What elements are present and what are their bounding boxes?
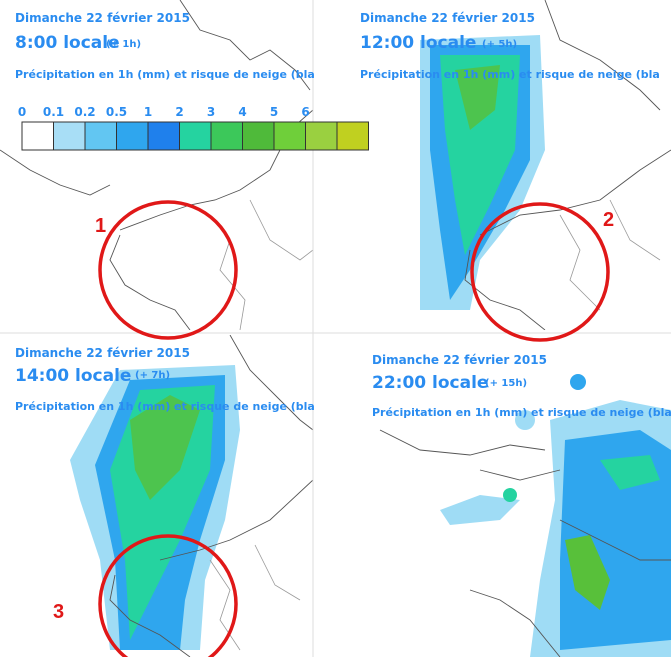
legend-swatch bbox=[242, 121, 275, 151]
legend-swatch bbox=[84, 121, 117, 151]
legend-swatch bbox=[210, 121, 243, 151]
panel-caption: Précipitation en 1h (mm) et risque de ne… bbox=[360, 68, 660, 81]
panel-time: 14:00 locale bbox=[15, 366, 131, 386]
map-panel bbox=[379, 374, 671, 657]
panel-caption: Précipitation en 1h (mm) et risque de ne… bbox=[15, 68, 315, 81]
panel-offset: (+ 5h) bbox=[482, 39, 517, 50]
highlight-circle bbox=[98, 534, 238, 657]
legend-label: 4 bbox=[238, 105, 246, 119]
legend-swatch bbox=[273, 121, 306, 151]
panel-time: 8:00 locale bbox=[15, 33, 120, 53]
legend-swatch bbox=[147, 121, 180, 151]
panel-offset: (+ 15h) bbox=[485, 378, 527, 389]
legend-swatch bbox=[21, 121, 54, 151]
legend-label: 0 bbox=[18, 105, 26, 119]
marker-number: 3 bbox=[53, 601, 64, 623]
legend: 0 0.1 0.2 0.5 1 2 3 4 5 6 bbox=[18, 105, 369, 151]
panel-offset: (+ 1h) bbox=[106, 39, 141, 50]
legend-swatch bbox=[305, 121, 338, 151]
legend-swatch bbox=[179, 121, 212, 151]
legend-swatch bbox=[336, 121, 369, 151]
panel-caption: Précipitation en 1h (mm) et risque de ne… bbox=[15, 400, 315, 413]
panel-time: 12:00 locale bbox=[360, 33, 476, 53]
legend-label: 2 bbox=[175, 105, 183, 119]
panel-caption: Précipitation en 1h (mm) et risque de ne… bbox=[372, 406, 671, 419]
panel-date: Dimanche 22 février 2015 bbox=[360, 11, 535, 25]
legend-label: 0.2 bbox=[74, 105, 95, 119]
panel-date: Dimanche 22 février 2015 bbox=[15, 346, 190, 360]
panel-time: 22:00 locale bbox=[372, 373, 488, 393]
legend-label: 5 bbox=[270, 105, 278, 119]
highlight-circle bbox=[470, 202, 610, 342]
map-panel bbox=[70, 335, 313, 657]
panel-offset: (+ 7h) bbox=[135, 370, 170, 381]
legend-label: 1 bbox=[144, 105, 152, 119]
marker-number: 1 bbox=[95, 215, 106, 237]
legend-label: 3 bbox=[207, 105, 215, 119]
legend-label: 6 bbox=[301, 105, 309, 119]
panel-date: Dimanche 22 février 2015 bbox=[372, 353, 547, 367]
legend-swatch bbox=[53, 121, 86, 151]
map-panel bbox=[420, 0, 671, 330]
legend-label: 0.1 bbox=[43, 105, 64, 119]
legend-label: 0.5 bbox=[106, 105, 127, 119]
marker-number: 2 bbox=[603, 209, 614, 231]
highlight-circle bbox=[98, 200, 238, 340]
panel-date: Dimanche 22 février 2015 bbox=[15, 11, 190, 25]
legend-swatch bbox=[116, 121, 149, 151]
